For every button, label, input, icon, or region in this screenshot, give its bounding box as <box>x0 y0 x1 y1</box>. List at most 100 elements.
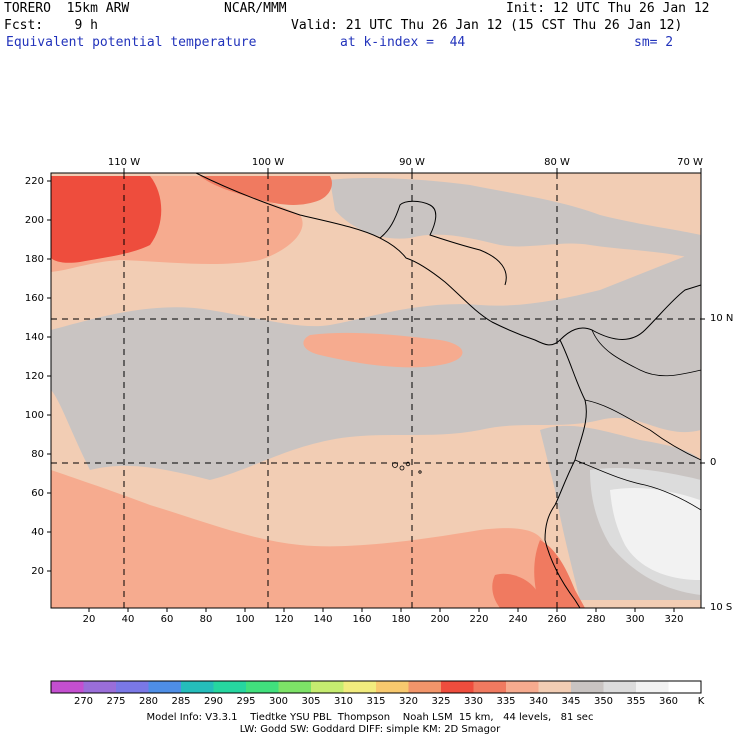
y-tick-label: 200 <box>24 215 44 226</box>
colorbar-unit: K <box>697 696 705 707</box>
x-tick-label: 280 <box>586 614 606 625</box>
colorbar-label: 320 <box>398 696 419 707</box>
colorbar-label: 275 <box>106 696 126 707</box>
y-tick-label: 120 <box>24 371 44 382</box>
colorbar-swatch <box>116 681 149 693</box>
lon-label: 80 W <box>544 157 570 168</box>
theta-e-warm-region <box>51 470 545 608</box>
x-tick-label: 320 <box>664 614 684 625</box>
colorbar-swatch <box>83 681 117 693</box>
colorbar-label: 285 <box>171 696 191 707</box>
y-tick-label: 20 <box>31 566 44 577</box>
colorbar-swatch <box>51 681 84 693</box>
lon-label: 110 W <box>107 157 141 168</box>
theta-e-hot-region <box>492 573 540 608</box>
y-tick-label: 100 <box>24 410 44 421</box>
colorbar-swatch <box>148 681 182 693</box>
y-tick-label: 180 <box>24 254 44 265</box>
theta-e-hot-region <box>200 176 332 205</box>
colorbar-swatch <box>246 681 279 693</box>
y-tick-label: 140 <box>24 332 44 343</box>
x-tick-label: 80 <box>199 614 213 625</box>
colorbar-frame <box>50 680 702 694</box>
colorbar-swatch <box>571 681 604 693</box>
x-tick-label: 300 <box>625 614 645 625</box>
colorbar-swatch <box>603 681 637 693</box>
map-frame <box>50 172 702 609</box>
colorbar <box>50 680 702 694</box>
colorbar-label: 270 <box>73 696 94 707</box>
valid-time: Valid: 21 UTC Thu 26 Jan 12 (15 CST Thu … <box>291 18 683 33</box>
colorbar-swatch <box>408 681 442 693</box>
colorbar-label: 305 <box>301 696 321 707</box>
colorbar-swatch <box>311 681 344 693</box>
colorbar-swatch <box>636 681 669 693</box>
lat-label: 10 N <box>710 313 734 324</box>
smoothing-info: sm= 2 <box>634 35 674 50</box>
colorbar-label: 355 <box>626 696 646 707</box>
lon-label: 90 W <box>399 157 425 168</box>
x-tick-label: 40 <box>121 614 135 625</box>
y-tick-label: 40 <box>31 527 44 538</box>
colorbar-swatch <box>213 681 247 693</box>
x-tick-label: 120 <box>274 614 294 625</box>
lat-label: 0 <box>710 457 717 468</box>
country-border <box>591 329 701 377</box>
field-name: Equivalent potential temperature <box>6 35 257 50</box>
colorbar-label: 280 <box>138 696 159 707</box>
island <box>399 465 405 471</box>
colorbar-swatch <box>538 681 572 693</box>
colorbar-label: 330 <box>463 696 484 707</box>
lon-label: 100 W <box>251 157 285 168</box>
x-tick-label: 160 <box>352 614 372 625</box>
colorbar-swatch <box>441 681 474 693</box>
colorbar-label: 335 <box>496 696 516 707</box>
theta-e-white-region <box>610 488 700 580</box>
theta-e-gray-region <box>330 177 701 260</box>
x-tick-label: 100 <box>235 614 255 625</box>
colorbar-swatch <box>343 681 377 693</box>
x-tick-label: 20 <box>82 614 96 625</box>
colorbar-swatch <box>376 681 409 693</box>
lat-label: 10 S <box>710 602 733 613</box>
country-border <box>574 459 701 511</box>
colorbar-swatch <box>668 681 702 693</box>
center-name: NCAR/MMM <box>224 1 287 16</box>
country-border <box>584 399 701 461</box>
colorbar-label: 295 <box>236 696 256 707</box>
x-tick-label: 60 <box>160 614 174 625</box>
colorbar-label: 310 <box>333 696 354 707</box>
theta-e-hot-region <box>534 540 585 608</box>
colorbar-swatch <box>506 681 539 693</box>
x-tick-label: 140 <box>313 614 333 625</box>
colorbar-label: 340 <box>528 696 549 707</box>
axis-ticks <box>47 168 705 612</box>
colorbar-label: 325 <box>431 696 451 707</box>
theta-e-warm-region <box>303 332 463 368</box>
island <box>405 461 411 467</box>
island <box>418 470 422 474</box>
y-tick-label: 80 <box>31 449 44 460</box>
colorbar-swatch <box>473 681 507 693</box>
y-tick-label: 160 <box>24 293 44 304</box>
x-tick-label: 240 <box>508 614 528 625</box>
x-tick-label: 260 <box>547 614 567 625</box>
model-info-line2: LW: Godd SW: Goddard DIFF: simple KM: 2D… <box>239 724 501 735</box>
colorbar-swatch <box>181 681 214 693</box>
colorbar-label: 300 <box>268 696 289 707</box>
colorbar-swatch <box>278 681 312 693</box>
colorbar-label: 315 <box>366 696 386 707</box>
init-time: Init: 12 UTC Thu 26 Jan 12 <box>506 1 710 16</box>
model-info-line1: Model Info: V3.3.1 Tiedtke YSU PBL Thomp… <box>146 712 594 723</box>
coastline <box>379 200 507 286</box>
lon-label: 70 W <box>677 157 703 168</box>
x-tick-label: 220 <box>469 614 489 625</box>
x-tick-label: 180 <box>391 614 411 625</box>
forecast-hour: Fcst: 9 h <box>4 18 98 33</box>
map-fields <box>51 173 701 608</box>
theta-e-hot-region <box>51 176 162 263</box>
coastline <box>195 173 701 346</box>
y-tick-label: 60 <box>31 488 44 499</box>
level-info: at k-index = 44 <box>340 35 466 50</box>
